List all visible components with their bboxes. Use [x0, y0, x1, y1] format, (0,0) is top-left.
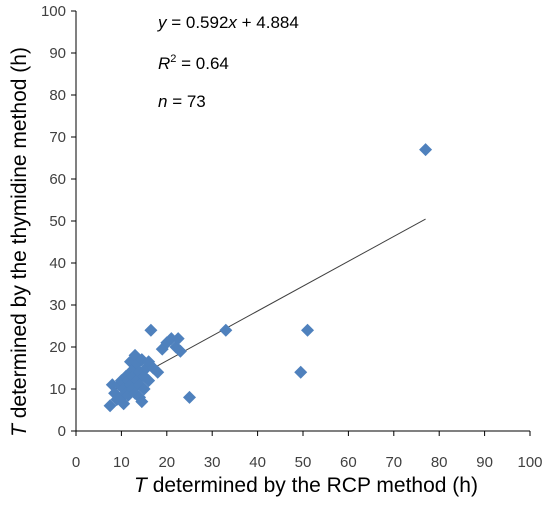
x-tick-label: 20 [158, 454, 175, 471]
x-axis-title-rest: determined by the RCP method (h) [147, 474, 478, 497]
x-tick-label: 50 [295, 454, 312, 471]
n-value: = 73 [167, 92, 205, 111]
x-tick-label: 40 [249, 454, 266, 471]
y-tick-label: 40 [49, 255, 66, 272]
equation-x: x [227, 13, 237, 32]
x-tick-label: 90 [476, 454, 493, 471]
data-point [219, 323, 233, 337]
data-point [103, 399, 117, 413]
x-tick-label: 60 [340, 454, 357, 471]
data-points [103, 143, 433, 413]
data-point [144, 323, 158, 337]
y-axis-title-italic: T [8, 422, 31, 437]
y-tick-label: 20 [49, 339, 66, 356]
x-axis-title-italic: T [134, 474, 149, 497]
data-point [301, 323, 315, 337]
data-point [135, 395, 149, 409]
y-tick-label: 80 [49, 87, 66, 104]
y-tick-label: 0 [58, 423, 66, 440]
data-point [294, 365, 308, 379]
equation-eq: = 0.592 [167, 13, 229, 32]
x-tick-label: 0 [72, 454, 80, 471]
data-point [183, 390, 196, 404]
x-axis-title: T determined by the RCP method (h) [134, 474, 478, 497]
equation-rest: + 4.884 [237, 13, 299, 32]
y-tick-label: 100 [41, 3, 66, 20]
x-tick-label: 30 [204, 454, 221, 471]
y-axis-title-rest: determined by the thymidine method (h) [8, 47, 31, 424]
x-tick-label: 70 [385, 454, 402, 471]
y-tick-label: 70 [49, 129, 66, 146]
y-tick-label: 90 [49, 45, 66, 62]
y-tick-label: 30 [49, 297, 66, 314]
data-point [173, 344, 187, 358]
y-tick-label: 50 [49, 213, 66, 230]
n-label: n [158, 92, 167, 111]
r2-superscript: 2 [170, 53, 176, 65]
y-tick-label: 60 [49, 171, 66, 188]
x-tick-label: 10 [113, 454, 130, 471]
data-point [419, 143, 433, 157]
trendline [112, 218, 426, 392]
y-axis-title: T determined by the thymidine method (h) [8, 47, 31, 437]
x-tick-label: 80 [431, 454, 448, 471]
trendline-group [112, 218, 426, 392]
r2-value: = 0.64 [176, 54, 228, 73]
data-point [171, 332, 185, 346]
data-point [151, 365, 165, 379]
equation-annotation: y = 0.592x + 4.884 [157, 13, 299, 32]
n-annotation: n = 73 [158, 92, 206, 111]
y-tick-label: 10 [49, 381, 66, 398]
r2-R: R [158, 54, 170, 73]
data-point [142, 374, 156, 388]
r2-annotation: R2 = 0.64 [158, 53, 229, 73]
equation-y: y [157, 13, 168, 32]
x-tick-label: 100 [517, 454, 542, 471]
axes: 0 10 20 30 40 50 60 70 80 90 100 0 10 20 30 40 50 60 70 80 9… [41, 3, 543, 471]
